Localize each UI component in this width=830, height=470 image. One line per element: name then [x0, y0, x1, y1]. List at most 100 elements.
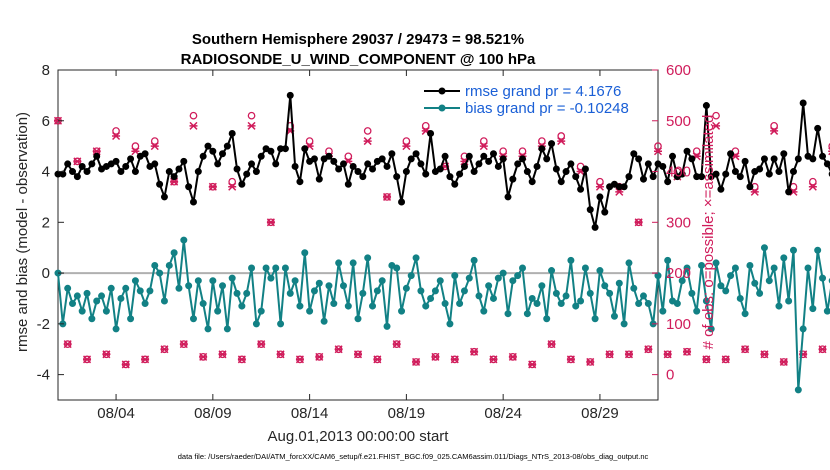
- point-assimilated: [547, 340, 556, 349]
- rmse-point: [354, 168, 362, 176]
- rmse-point: [552, 165, 560, 173]
- bias-point: [412, 254, 420, 262]
- bias-point: [523, 310, 531, 318]
- bias-point: [485, 282, 493, 290]
- rmse-point: [470, 168, 478, 176]
- bias-point: [223, 325, 231, 333]
- point-assimilated: [450, 355, 459, 364]
- bias-point: [499, 269, 507, 277]
- y2-tick-label: 0: [666, 367, 674, 384]
- bias-point: [98, 292, 106, 300]
- bias-point: [257, 307, 265, 315]
- bias-point: [615, 279, 623, 287]
- point-assimilated: [808, 182, 817, 191]
- bias-point: [233, 289, 241, 297]
- bias-point: [204, 325, 212, 333]
- bias-point: [69, 300, 77, 308]
- rmse-point: [596, 193, 604, 201]
- bias-point: [373, 287, 381, 295]
- rmse-point: [577, 185, 585, 193]
- bias-point: [83, 289, 91, 297]
- bias-point: [446, 320, 454, 328]
- legend-swatch-marker: [438, 87, 446, 95]
- bias-point: [170, 249, 178, 257]
- plot-frame: [57, 69, 659, 401]
- bias-point: [625, 259, 633, 267]
- bias-point: [543, 315, 551, 323]
- bias-point: [272, 264, 280, 272]
- point-possible: [131, 142, 140, 151]
- bias-point: [117, 294, 125, 302]
- rmse-point: [489, 150, 497, 158]
- rmse-point: [475, 160, 483, 168]
- bias-point: [402, 284, 410, 292]
- rmse-point: [649, 173, 657, 181]
- rmse-point: [620, 183, 628, 191]
- rmse-point: [199, 152, 207, 160]
- bias-point: [475, 292, 483, 300]
- bias-point: [765, 277, 773, 285]
- y-tick-label: -4: [37, 367, 50, 384]
- bias-point: [756, 289, 764, 297]
- rmse-point: [480, 152, 488, 160]
- x-tick-label: 08/24: [484, 405, 522, 422]
- point-assimilated: [63, 340, 72, 349]
- bias-point: [238, 302, 246, 310]
- point-assimilated: [721, 355, 730, 364]
- bias-point: [683, 264, 691, 272]
- rmse-point: [644, 160, 652, 168]
- point-possible: [557, 132, 566, 140]
- bias-point: [639, 292, 647, 300]
- bias-point: [538, 282, 546, 290]
- rmse-point: [494, 162, 502, 170]
- point-assimilated: [712, 121, 721, 130]
- rmse-point: [112, 157, 120, 165]
- point-assimilated: [199, 352, 208, 361]
- bias-point: [581, 264, 589, 272]
- bias-point: [727, 272, 735, 280]
- bias-point: [194, 277, 202, 285]
- point-possible: [305, 137, 314, 145]
- rmse-point: [731, 168, 739, 176]
- rmse-point: [485, 157, 493, 165]
- bias-point: [398, 307, 406, 315]
- bias-point: [354, 315, 362, 323]
- bias-point: [809, 305, 817, 313]
- rmse-point: [73, 173, 81, 181]
- rmse-point: [635, 155, 643, 163]
- bias-point: [659, 307, 667, 315]
- rmse-point: [330, 157, 338, 165]
- point-assimilated: [363, 137, 372, 146]
- bias-point: [775, 302, 783, 310]
- bias-point: [606, 289, 614, 297]
- point-possible: [344, 152, 353, 161]
- point-possible: [654, 142, 662, 151]
- y2-tick-label: 300: [666, 214, 691, 231]
- point-assimilated: [624, 350, 633, 359]
- bias-point: [702, 297, 710, 305]
- bias-point: [789, 246, 797, 254]
- rmse-point: [814, 124, 822, 132]
- rmse-point: [180, 157, 188, 165]
- rmse-point: [117, 168, 125, 176]
- rmse-point: [422, 170, 430, 178]
- bias-point: [427, 294, 435, 302]
- bias-point: [460, 287, 468, 295]
- bias-point: [199, 300, 207, 308]
- point-assimilated: [373, 355, 382, 364]
- rmse-point: [548, 140, 556, 148]
- point-assimilated: [528, 360, 537, 369]
- y-tick-label: -2: [37, 316, 50, 333]
- footnote: data file: /Users/raeder/DAI/ATM_forcXX/…: [178, 452, 649, 461]
- x-tick-label: 08/09: [194, 405, 232, 422]
- rmse-point: [441, 152, 449, 160]
- rmse-point: [315, 175, 323, 183]
- bias-point: [359, 289, 367, 297]
- point-assimilated: [218, 350, 227, 359]
- bias-point: [785, 297, 793, 305]
- point-assimilated: [170, 177, 179, 186]
- point-assimilated: [179, 340, 188, 349]
- bias-point: [243, 289, 251, 297]
- bias-point: [107, 284, 115, 292]
